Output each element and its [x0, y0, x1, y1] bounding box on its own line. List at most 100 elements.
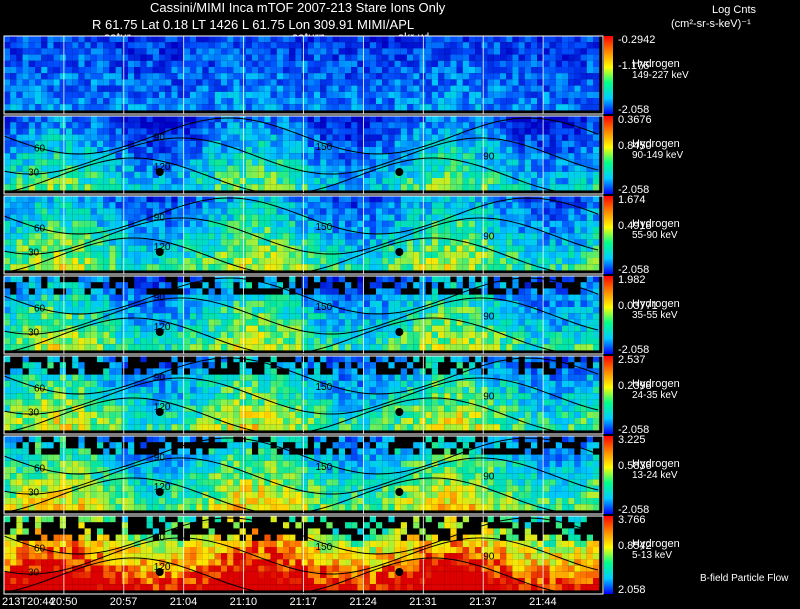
colorbar-max: 3.766: [618, 514, 646, 526]
contour-label: 150: [316, 222, 333, 233]
energy-panel: 30 60 90 120 150 90: [3, 275, 604, 355]
units-subtitle: (cm²-sr-s-keV)⁻¹: [671, 18, 751, 30]
species-label: Hydrogen: [632, 378, 680, 390]
contour-label: 30: [28, 168, 40, 179]
contour-label: 30: [28, 568, 40, 579]
energy-panel: 30 60 90 120 150 90: [3, 115, 604, 195]
x-tick-label: 20:50: [49, 596, 78, 608]
colorbar-max: 2.537: [618, 354, 646, 366]
contour-label: 90: [483, 552, 495, 563]
footprint-dot: [155, 408, 164, 416]
energy-range-label: 90-149 keV: [632, 150, 684, 161]
colorbar: [604, 356, 613, 434]
contour-label: 90: [483, 472, 495, 483]
energy-panel: [3, 35, 604, 115]
contour-label: 60: [34, 464, 46, 475]
colorbar-max: 0.3676: [618, 114, 652, 126]
x-tick-label: 21:04: [169, 596, 198, 608]
x-tick-label: 21:31: [409, 596, 437, 608]
x-tick-label: 21:24: [349, 596, 377, 608]
species-label: Hydrogen: [632, 218, 680, 230]
colorbar-mid: 0.03771: [618, 300, 658, 312]
contour-label: 150: [316, 302, 333, 313]
energy-range-label: 5-13 keV: [632, 550, 673, 561]
contour-label: 60: [34, 144, 46, 155]
colorbar: [604, 116, 613, 194]
footer-label: B-field Particle Flow: [700, 573, 789, 584]
footprint-dot: [155, 328, 164, 336]
x-tick-label: 20:57: [109, 596, 138, 608]
contour-label: 120: [154, 162, 171, 173]
contour-label: 150: [316, 142, 333, 153]
energy-range-label: 55-90 keV: [632, 230, 678, 241]
species-label: Hydrogen: [632, 298, 680, 310]
colorbar-min: 2.058: [618, 584, 646, 596]
energy-panel: 30 60 90 120 150 90: [3, 515, 604, 595]
contour-label: 90: [483, 312, 495, 323]
energy-panel: 30 60 90 120 150 90: [3, 355, 604, 435]
contour-label: 120: [154, 242, 171, 253]
contour-label: 90: [154, 452, 166, 463]
contour-label: 150: [316, 542, 333, 553]
colorbar-max: -0.2942: [618, 34, 656, 46]
contour-label: 60: [34, 384, 46, 395]
colorbar-max: 1.674: [618, 194, 646, 206]
colorbar-mid: 0.5836: [618, 460, 652, 472]
footprint-dot: [155, 168, 164, 176]
x-tick-label: 21:44: [529, 596, 557, 608]
colorbar: [604, 196, 613, 274]
footprint-dot: [155, 248, 164, 256]
colorbar-mid: 0.8542: [618, 540, 652, 552]
species-label: Hydrogen: [632, 538, 680, 550]
colorbar-min: -2.058: [618, 424, 650, 436]
colorbar: [604, 516, 613, 594]
contour-label: 150: [316, 382, 333, 393]
x-tick-label: 21:10: [229, 596, 258, 608]
contour-label: 120: [154, 402, 171, 413]
colorbar-mid: 0.4918: [618, 220, 652, 232]
contour-label: 120: [154, 322, 171, 333]
contour-label: 90: [154, 132, 166, 143]
contour-label: 30: [28, 328, 40, 339]
energy-range-label: 13-24 keV: [632, 470, 678, 481]
contour-label: 90: [154, 532, 166, 543]
x-tick-label: 21:37: [469, 596, 497, 608]
contour-label: 30: [28, 488, 40, 499]
plot-subtitle: R 61.75 Lat 0.18 LT 1426 L 61.75 Lon 309…: [92, 17, 415, 32]
units-title: Log Cnts: [712, 4, 757, 16]
contour-label: 90: [483, 392, 495, 403]
footprint-dot: [395, 408, 404, 416]
energy-panel: 30 60 90 120 150 90: [3, 195, 604, 275]
colorbar: [604, 276, 613, 354]
contour-label: 30: [28, 408, 40, 419]
colorbar-min: -2.058: [618, 264, 650, 276]
footprint-dot: [155, 488, 164, 496]
colorbar-mid: 0.2398: [618, 380, 652, 392]
x-tick-label: 21:17: [289, 596, 318, 608]
footprint-dot: [155, 568, 164, 576]
contour-label: 90: [483, 152, 495, 163]
footprint-dot: [395, 568, 404, 576]
footprint-dot: [395, 248, 404, 256]
plot-title: Cassini/MIMI Inca mTOF 2007-213 Stare Io…: [150, 0, 446, 15]
energy-panel: 30 60 90 120 150 90: [3, 435, 604, 515]
contour-label: 120: [154, 482, 171, 493]
contour-label: 60: [34, 544, 46, 555]
contour-label: 90: [154, 292, 166, 303]
energy-range-label: 149-227 keV: [632, 70, 689, 81]
colorbar-min: -2.058: [618, 184, 650, 196]
footprint-dot: [395, 488, 404, 496]
contour-label: 60: [34, 224, 46, 235]
contour-label: 150: [316, 462, 333, 473]
colorbar: [604, 436, 613, 514]
colorbar-mid: -1.176: [618, 60, 650, 72]
contour-label: 30: [28, 248, 40, 259]
footprint-dot: [395, 168, 404, 176]
contour-label: 90: [154, 372, 166, 383]
colorbar-max: 3.225: [618, 434, 646, 446]
energy-range-label: 24-35 keV: [632, 390, 678, 401]
colorbar-max: 1.982: [618, 274, 646, 286]
contour-label: 90: [154, 212, 166, 223]
colorbar-min: -2.058: [618, 344, 650, 356]
